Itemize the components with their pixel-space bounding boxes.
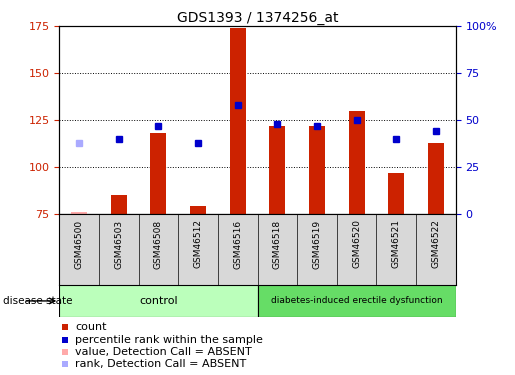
- Text: diabetes-induced erectile dysfunction: diabetes-induced erectile dysfunction: [271, 296, 442, 305]
- Text: GSM46519: GSM46519: [313, 219, 321, 268]
- Text: GSM46521: GSM46521: [392, 219, 401, 268]
- Bar: [190, 206, 206, 214]
- Bar: [71, 212, 87, 214]
- Text: GSM46503: GSM46503: [114, 219, 123, 268]
- Bar: [309, 126, 325, 214]
- Title: GDS1393 / 1374256_at: GDS1393 / 1374256_at: [177, 11, 338, 25]
- Text: count: count: [75, 322, 107, 332]
- Text: GSM46522: GSM46522: [432, 219, 440, 268]
- Text: rank, Detection Call = ABSENT: rank, Detection Call = ABSENT: [75, 359, 246, 369]
- Bar: [428, 142, 444, 214]
- Text: control: control: [139, 296, 178, 306]
- Text: GSM46500: GSM46500: [75, 219, 83, 268]
- Bar: [269, 126, 285, 214]
- Text: GSM46512: GSM46512: [194, 219, 202, 268]
- Bar: [349, 111, 365, 214]
- Text: GSM46508: GSM46508: [154, 219, 163, 268]
- Bar: [258, 285, 456, 317]
- Bar: [59, 285, 258, 317]
- Text: disease state: disease state: [3, 296, 72, 306]
- Text: GSM46520: GSM46520: [352, 219, 361, 268]
- Text: value, Detection Call = ABSENT: value, Detection Call = ABSENT: [75, 347, 252, 357]
- Text: GSM46516: GSM46516: [233, 219, 242, 268]
- Bar: [150, 133, 166, 214]
- Bar: [388, 172, 404, 214]
- Text: GSM46518: GSM46518: [273, 219, 282, 268]
- Bar: [111, 195, 127, 214]
- Bar: [230, 28, 246, 214]
- Text: percentile rank within the sample: percentile rank within the sample: [75, 334, 263, 345]
